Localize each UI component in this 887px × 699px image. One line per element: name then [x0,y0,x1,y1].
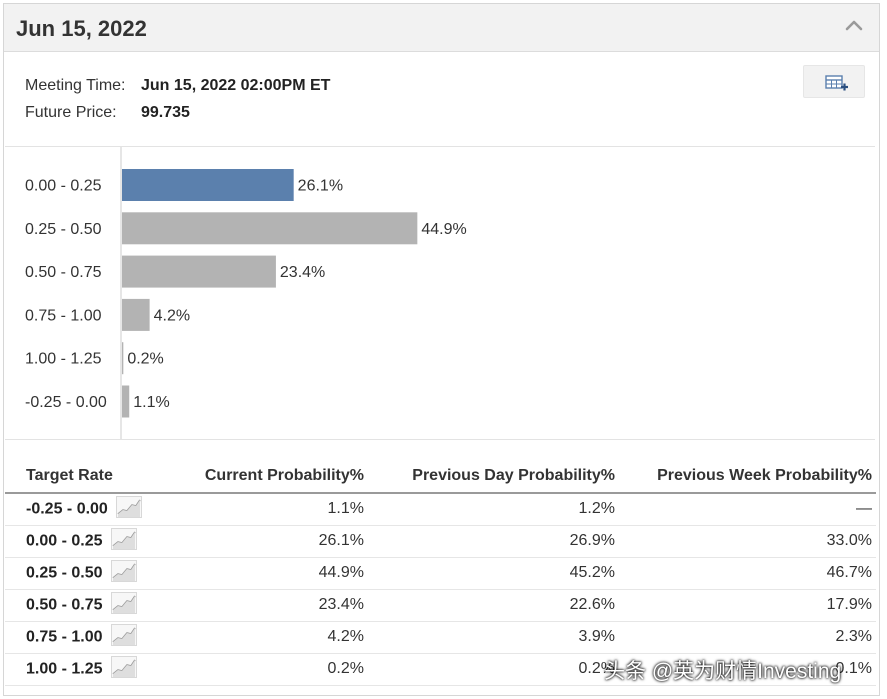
target-rate-cell: -0.25 - 0.00 [5,493,175,526]
prev-week-probability-cell: 46.7% [619,557,876,590]
chart-category-label: 0.00 - 0.25 [25,178,102,195]
target-rate-cell: 1.00 - 1.25 [5,653,175,686]
sparkline-chart-icon[interactable] [115,495,142,523]
prev-day-probability-cell: 0.2% [368,653,619,686]
divider [5,146,875,147]
prev-day-probability-cell: 3.9% [368,621,619,654]
future-price-value: 99.735 [141,104,190,121]
chart-bar [122,255,276,288]
table-row: 0.25 - 0.50 44.9% 45.2% 46.7% [5,557,876,590]
probability-bar-chart: 0.00 - 0.25 26.1% 0.25 - 0.50 44.9% 0.50 - 0… [4,147,879,439]
target-rate-label: 0.75 - 1.00 [26,628,103,646]
prev-day-probability-cell: 22.6% [368,589,619,622]
chevron-up-icon[interactable] [845,18,863,32]
meeting-panel: Jun 15, 2022 Meeting Time: Jun 15, 2022 0… [3,3,880,696]
prev-week-probability-cell: 0.1% [619,653,876,686]
chart-category-label: 0.25 - 0.50 [25,221,102,238]
prev-day-probability-cell: 26.9% [368,525,619,558]
chart-value-label: 4.2% [154,307,190,324]
chart-category-label: 0.75 - 1.00 [25,307,102,324]
chart-bar [122,342,124,375]
sparkline-chart-icon[interactable] [110,527,137,555]
current-probability-cell: 1.1% [175,493,368,526]
prev-week-probability-cell: 33.0% [619,525,876,558]
target-rate-cell: 0.50 - 0.75 [5,589,175,622]
target-rate-label: 0.00 - 0.25 [26,532,103,550]
future-price-row: Future Price: 99.735 [25,104,190,122]
col-header-current[interactable]: Current Probability% [175,459,368,494]
divider [5,439,875,440]
table-row: 1.00 - 1.25 0.2% 0.2% 0.1% [5,653,876,686]
prev-day-probability-cell: 1.2% [368,493,619,526]
sparkline-chart-icon[interactable] [110,623,137,651]
target-rate-cell: 0.00 - 0.25 [5,525,175,558]
target-rate-label: -0.25 - 0.00 [26,500,108,518]
panel-header[interactable]: Jun 15, 2022 [4,4,879,52]
chart-category-label: 1.00 - 1.25 [25,351,102,368]
chart-bar [122,212,418,245]
sparkline-chart-icon[interactable] [110,591,137,619]
prev-week-probability-cell: — [619,493,876,526]
chart-value-label: 0.2% [127,351,163,368]
col-header-prev-week[interactable]: Previous Week Probability% [619,459,876,494]
table-header-row: Target Rate Current Probability% Previou… [5,459,876,494]
prev-week-probability-cell: 2.3% [619,621,876,654]
prev-day-probability-cell: 45.2% [368,557,619,590]
export-table-button[interactable] [803,65,865,98]
table-row: 0.50 - 0.75 23.4% 22.6% 17.9% [5,589,876,622]
chart-value-label: 44.9% [421,221,466,238]
watermark: 头条 @英为财情Investing [604,660,842,683]
sparkline-chart-icon[interactable] [110,655,137,683]
target-rate-cell: 0.75 - 1.00 [5,621,175,654]
current-probability-cell: 4.2% [175,621,368,654]
col-header-target-rate[interactable]: Target Rate [5,459,175,494]
future-price-label: Future Price: [25,104,117,121]
target-rate-label: 0.50 - 0.75 [26,596,103,614]
chart-bar [122,169,294,201]
chart-value-label: 26.1% [298,178,343,195]
meeting-time-row: Meeting Time: Jun 15, 2022 02:00PM ET [25,77,330,95]
meeting-date-title: Jun 15, 2022 [16,16,147,41]
chart-category-label: -0.25 - 0.00 [25,394,107,411]
chart-bar [122,385,130,418]
table-row: 0.00 - 0.25 26.1% 26.9% 33.0% [5,525,876,558]
table-row: 0.75 - 1.00 4.2% 3.9% 2.3% [5,621,876,654]
chart-category-label: 0.50 - 0.75 [25,264,102,281]
current-probability-cell: 44.9% [175,557,368,590]
chart-value-label: 23.4% [280,264,325,281]
target-rate-label: 1.00 - 1.25 [26,660,103,678]
current-probability-cell: 26.1% [175,525,368,558]
current-probability-cell: 23.4% [175,589,368,622]
probability-table: Target Rate Current Probability% Previou… [5,459,876,686]
meeting-time-value: Jun 15, 2022 02:00PM ET [141,77,331,94]
table-add-icon [825,75,848,91]
chart-bar [122,298,150,331]
table-row: -0.25 - 0.00 1.1% 1.2% — [5,493,876,526]
prev-week-probability-cell: 17.9% [619,589,876,622]
current-probability-cell: 0.2% [175,653,368,686]
chart-canvas: 0.00 - 0.25 26.1% 0.25 - 0.50 44.9% 0.50 - 0… [25,147,467,439]
target-rate-label: 0.25 - 0.50 [26,564,103,582]
sparkline-chart-icon[interactable] [110,559,137,587]
target-rate-cell: 0.25 - 0.50 [5,557,175,590]
chart-value-label: 1.1% [133,394,169,411]
col-header-prev-day[interactable]: Previous Day Probability% [368,459,619,494]
meeting-time-label: Meeting Time: [25,77,126,94]
